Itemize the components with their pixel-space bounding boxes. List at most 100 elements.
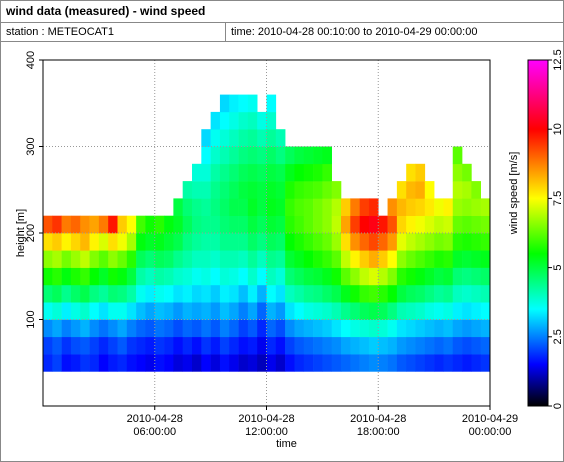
cell	[117, 336, 128, 355]
cell	[471, 336, 481, 355]
cell	[98, 354, 109, 372]
cell	[108, 233, 118, 251]
cell	[434, 336, 444, 355]
cell	[52, 284, 62, 303]
cell	[70, 250, 81, 268]
cell	[452, 267, 463, 286]
cell	[210, 146, 221, 165]
cell	[164, 233, 174, 251]
cell	[201, 250, 211, 268]
cell	[70, 215, 81, 234]
cell	[303, 250, 314, 268]
plot-border	[42, 59, 491, 407]
colorbar-tick-label: 10	[552, 123, 564, 135]
cell	[52, 233, 62, 251]
cell	[192, 336, 202, 355]
cell	[341, 267, 351, 286]
cell	[247, 319, 258, 338]
cell	[396, 319, 407, 338]
cell	[257, 336, 267, 355]
cell	[61, 250, 72, 268]
cell	[247, 302, 258, 320]
cell	[341, 354, 351, 372]
cell	[257, 215, 267, 234]
cell	[480, 302, 491, 320]
cell	[210, 267, 221, 286]
cell	[43, 267, 53, 286]
station: station : METEOCAT1	[6, 26, 114, 38]
cell	[443, 215, 454, 234]
cell	[359, 284, 370, 303]
cell	[452, 336, 463, 355]
cell	[471, 302, 481, 320]
cell	[387, 284, 398, 303]
cell	[173, 267, 183, 286]
cell	[396, 215, 407, 234]
cell	[322, 215, 332, 234]
cell	[247, 250, 258, 268]
cell	[154, 354, 165, 372]
cell	[275, 163, 286, 182]
cell	[387, 354, 398, 372]
cell	[210, 163, 221, 182]
cell	[145, 354, 156, 372]
cell	[462, 336, 472, 355]
cell	[424, 284, 435, 303]
cell	[136, 302, 146, 320]
cell	[192, 163, 202, 182]
cell	[471, 198, 481, 216]
cell	[210, 233, 221, 251]
cell	[61, 302, 72, 320]
cell	[331, 267, 342, 286]
cell	[266, 163, 277, 182]
cell	[341, 198, 351, 216]
cell	[387, 250, 398, 268]
cell	[415, 354, 426, 372]
cell	[396, 181, 407, 199]
cell	[480, 250, 491, 268]
cell	[452, 302, 463, 320]
cell	[313, 267, 323, 286]
cell	[98, 284, 109, 303]
cell	[43, 250, 53, 268]
cell	[61, 354, 72, 372]
cell	[303, 354, 314, 372]
cell	[452, 198, 463, 216]
cell	[257, 284, 267, 303]
cell	[359, 215, 370, 234]
cell	[70, 267, 81, 286]
cell	[406, 302, 416, 320]
cell	[387, 319, 398, 338]
cell	[406, 354, 416, 372]
cell	[378, 336, 388, 355]
cell	[396, 250, 407, 268]
cell	[285, 267, 295, 286]
cell	[108, 250, 118, 268]
cell	[154, 233, 165, 251]
cell	[480, 319, 491, 338]
cell	[443, 284, 454, 303]
cell	[331, 198, 342, 216]
cell	[108, 354, 118, 372]
cell	[98, 267, 109, 286]
cell	[219, 146, 230, 165]
cell	[219, 250, 230, 268]
cell	[257, 250, 267, 268]
cell	[396, 284, 407, 303]
cell	[117, 302, 128, 320]
cell	[313, 302, 323, 320]
cell	[424, 215, 435, 234]
cell	[229, 94, 239, 113]
cell	[192, 215, 202, 234]
cell	[471, 250, 481, 268]
cell	[238, 233, 249, 251]
cell	[322, 354, 332, 372]
cell	[238, 181, 249, 199]
cell	[238, 111, 249, 130]
cell	[89, 354, 100, 372]
cell	[275, 198, 286, 216]
cell	[275, 215, 286, 234]
cell	[294, 215, 305, 234]
cell	[341, 250, 351, 268]
cell	[396, 354, 407, 372]
